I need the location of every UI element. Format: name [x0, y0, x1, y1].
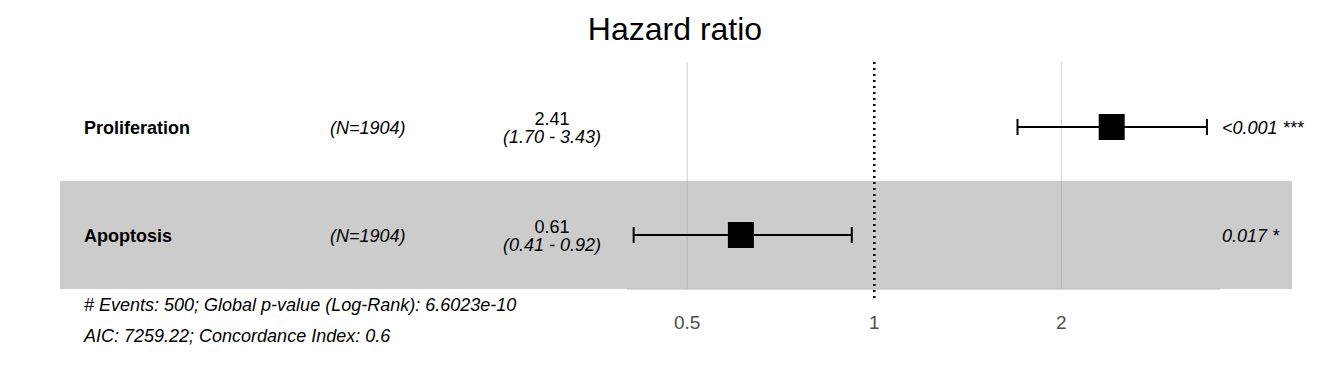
p-label: <0.001 *** — [1222, 118, 1305, 138]
ci-label: (0.41 - 0.92) — [503, 235, 601, 255]
ci-cap — [851, 227, 853, 243]
estimate-point — [1099, 114, 1125, 140]
n-label: (N=1904) — [330, 226, 406, 246]
p-label: 0.017 * — [1222, 226, 1280, 246]
row-name: Apoptosis — [84, 226, 172, 246]
row-name: Proliferation — [84, 118, 190, 138]
tick-label: 0.5 — [674, 312, 700, 333]
ci-cap — [633, 227, 635, 243]
footnote: AIC: 7259.22; Concordance Index: 0.6 — [83, 326, 391, 346]
tick-label: 2 — [1056, 312, 1067, 333]
axis-line — [627, 289, 1220, 290]
forest-plot: Hazard ratio 0.5 1 2 Proliferation (N=1904) 2.… — [0, 0, 1344, 384]
ci-label: (1.70 - 3.43) — [503, 127, 601, 147]
estimate-point — [728, 222, 754, 248]
grid-line — [1061, 62, 1062, 289]
ci-cap — [1206, 119, 1208, 135]
ci-cap — [1017, 119, 1019, 135]
tick-label: 1 — [869, 312, 880, 333]
grid-line — [687, 62, 688, 289]
marks — [634, 114, 1207, 248]
row-band — [60, 181, 1292, 289]
title: Hazard ratio — [588, 11, 762, 47]
estimate-label: 2.41 — [534, 109, 569, 129]
estimate-label: 0.61 — [534, 217, 569, 237]
footnote: # Events: 500; Global p-value (Log-Rank)… — [84, 295, 516, 315]
reference-line — [873, 62, 876, 300]
n-label: (N=1904) — [330, 118, 406, 138]
